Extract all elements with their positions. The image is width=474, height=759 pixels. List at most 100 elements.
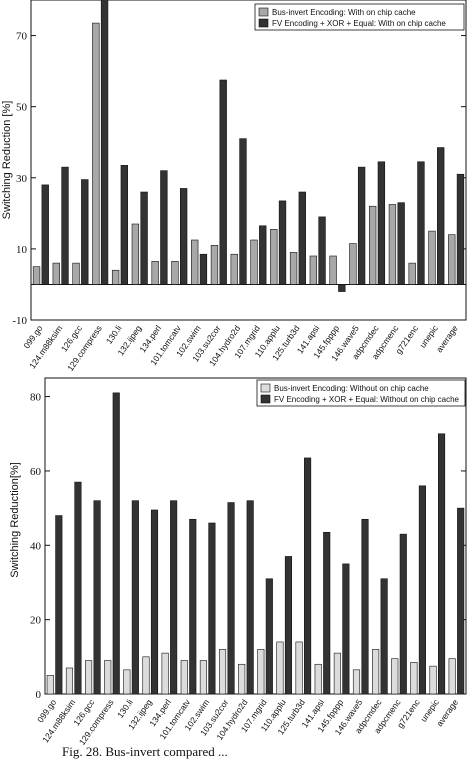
- y-axis-label: Switching Reduction[%]: [9, 462, 21, 578]
- bar: [259, 226, 266, 285]
- legend-swatch: [259, 19, 268, 27]
- y-tick-label: 40: [30, 540, 42, 552]
- bar: [219, 649, 226, 694]
- bar: [310, 256, 317, 284]
- bar: [437, 148, 444, 285]
- bar: [56, 516, 63, 694]
- legend-swatch: [259, 8, 268, 16]
- bar: [358, 167, 365, 284]
- bar: [112, 270, 119, 284]
- bar: [181, 661, 188, 694]
- bar: [378, 162, 385, 285]
- bar: [73, 263, 80, 284]
- bar: [398, 203, 405, 285]
- bar: [304, 458, 311, 694]
- bar: [200, 254, 207, 284]
- bar: [200, 661, 207, 694]
- bar: [381, 579, 388, 694]
- bar: [47, 675, 54, 694]
- bar: [151, 510, 158, 694]
- bar: [132, 501, 139, 694]
- bar: [75, 482, 82, 694]
- bar: [270, 229, 277, 284]
- bar: [448, 235, 455, 285]
- bar: [438, 434, 445, 694]
- bar: [457, 508, 464, 694]
- bar: [419, 486, 426, 694]
- bar: [228, 503, 235, 694]
- bar: [172, 261, 179, 284]
- bar: [92, 23, 99, 284]
- bar: [141, 192, 148, 284]
- bar: [338, 284, 345, 291]
- bar: [315, 664, 322, 694]
- y-tick-label: -10: [12, 315, 27, 327]
- bar: [132, 224, 139, 284]
- bar: [409, 263, 416, 284]
- y-tick-label: 60: [30, 466, 42, 478]
- legend-swatch: [261, 395, 270, 403]
- y-tick-label: 20: [30, 615, 42, 627]
- figure-caption: Fig. 28. Bus-invert compared ...: [62, 744, 228, 759]
- bar: [42, 185, 49, 285]
- chart-without-cache: 020406080Switching Reduction[%]099.go124…: [9, 378, 466, 747]
- bar: [430, 666, 437, 694]
- chart-with-cache: -1010305070Switching Reduction [%]099.go…: [1, 0, 466, 373]
- bar: [238, 664, 245, 694]
- bar: [449, 659, 456, 694]
- bar: [180, 188, 187, 284]
- y-axis-label: Switching Reduction [%]: [1, 101, 13, 220]
- bar: [372, 649, 379, 694]
- y-tick-label: 0: [36, 689, 42, 701]
- bar: [209, 523, 216, 694]
- bar: [418, 162, 425, 285]
- y-tick-label: 80: [30, 392, 42, 404]
- y-tick-label: 10: [16, 244, 28, 256]
- bar: [170, 501, 177, 694]
- bar: [143, 657, 150, 694]
- bar: [392, 659, 399, 694]
- bar: [94, 501, 101, 694]
- bar: [277, 642, 284, 694]
- legend-label: Bus-invert Encoding: With on chip cache: [272, 8, 416, 17]
- bar: [124, 670, 131, 694]
- bar: [211, 245, 218, 284]
- bar: [290, 252, 297, 284]
- bar: [296, 642, 303, 694]
- bar: [343, 564, 350, 694]
- bar: [247, 501, 254, 694]
- y-tick-label: 30: [16, 173, 28, 185]
- bar: [362, 519, 369, 694]
- bar: [411, 662, 418, 694]
- bar: [266, 579, 273, 694]
- bar: [104, 661, 111, 694]
- bar: [389, 204, 396, 284]
- bar: [400, 534, 407, 694]
- y-tick-label: 70: [16, 31, 28, 43]
- legend-swatch: [261, 384, 270, 392]
- y-tick-label: 50: [16, 102, 28, 114]
- bar: [113, 393, 120, 694]
- bar: [334, 653, 341, 694]
- bar: [353, 670, 360, 694]
- bar: [220, 80, 227, 284]
- bar: [33, 267, 40, 285]
- bar: [330, 256, 337, 284]
- bar: [66, 668, 73, 694]
- bar: [53, 263, 60, 284]
- legend-label: FV Encoding + XOR + Equal: With on chip …: [272, 19, 446, 28]
- bar: [285, 556, 292, 694]
- legend-label: Bus-invert Encoding: Without on chip cac…: [274, 384, 429, 393]
- bar: [279, 201, 286, 285]
- bar: [350, 244, 357, 285]
- bar: [161, 171, 168, 285]
- bar: [323, 532, 330, 694]
- bar: [85, 661, 92, 694]
- bar: [429, 231, 436, 284]
- bar: [101, 0, 108, 284]
- bar: [81, 180, 88, 285]
- bar: [258, 649, 265, 694]
- legend-label: FV Encoding + XOR + Equal: Without on ch…: [274, 395, 460, 404]
- bar: [299, 192, 306, 284]
